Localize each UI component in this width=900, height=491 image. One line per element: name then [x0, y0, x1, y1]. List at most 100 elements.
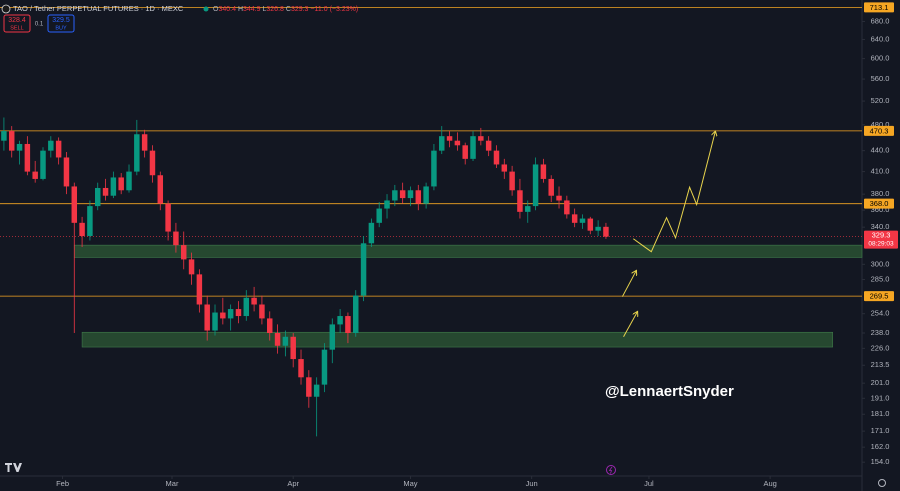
candle-body: [462, 145, 468, 159]
candle-body: [446, 136, 453, 141]
y-tick-label: 340.0: [871, 222, 890, 231]
y-tick-label: 213.5: [871, 360, 890, 369]
ohlc-value: 344.9: [243, 6, 261, 13]
candle-body: [298, 359, 304, 378]
x-tick-label: Feb: [56, 479, 69, 488]
y-tick-label: 480.0: [871, 120, 890, 129]
candle-body: [579, 218, 586, 223]
y-tick-label: 360.0: [871, 205, 890, 214]
candle-body: [313, 384, 320, 397]
candle-body: [454, 140, 461, 146]
candle-body: [71, 186, 78, 223]
candle-body: [220, 312, 226, 319]
buy-button[interactable]: [47, 14, 75, 33]
candle-body: [196, 274, 203, 305]
level-tag-label: 368.0: [870, 199, 889, 208]
candle-body: [267, 318, 273, 334]
candle-body: [392, 190, 398, 201]
candle-body: [118, 177, 124, 191]
level-tag-label: 713.1: [870, 3, 889, 12]
candle-body: [251, 297, 257, 305]
candle-body: [399, 190, 406, 199]
sell-button[interactable]: [3, 14, 31, 33]
candle-body: [290, 336, 296, 360]
y-tick-label: 520.0: [871, 96, 890, 105]
candle-body: [368, 222, 375, 244]
candle-body: [212, 312, 218, 331]
candle-body: [141, 134, 148, 151]
candle-body: [306, 377, 312, 397]
x-tick-label: Apr: [287, 479, 299, 488]
y-tick-label: 300.0: [871, 259, 890, 268]
y-tick-label: 640.0: [871, 34, 890, 43]
tv-logo: [5, 463, 22, 472]
projection-path: [621, 270, 636, 297]
candle-body: [16, 143, 23, 151]
candle-body: [79, 222, 85, 237]
candle-body: [540, 164, 547, 179]
ohlc-change: −11.0: [310, 6, 327, 13]
zone: [81, 331, 833, 348]
candle-body: [94, 187, 101, 207]
ohlc-label: C: [286, 6, 291, 13]
x-tick-label: May: [403, 479, 417, 488]
candle-body: [556, 195, 562, 201]
projection-path: [633, 131, 715, 253]
y-tick-label: 440.0: [871, 146, 890, 155]
y-tick-label: 380.0: [871, 189, 890, 198]
candle-body: [470, 136, 476, 159]
candle-body: [8, 131, 15, 151]
candle-body: [384, 200, 390, 209]
y-tick-label: 238.0: [871, 328, 890, 337]
level-tag: [864, 2, 894, 13]
settings-icon[interactable]: [878, 479, 886, 487]
price-tag-label: 329.3: [872, 231, 891, 240]
candle-body: [485, 140, 492, 151]
sell-price: 328.4: [8, 17, 26, 24]
candle-body: [40, 150, 46, 179]
symbol-title: TAO / Tether PERPETUAL FUTURES · 1D · ME…: [13, 4, 184, 13]
candle-body: [181, 245, 187, 260]
candle-body: [157, 175, 164, 204]
zone: [73, 244, 863, 258]
candle-body: [87, 206, 93, 237]
candle-body: [63, 157, 70, 187]
buy-label: BUY: [55, 25, 67, 31]
y-tick-label: 181.0: [871, 409, 890, 418]
candle-body: [329, 324, 336, 350]
price-countdown: 08:29:03: [868, 240, 894, 247]
y-tick-label: 680.0: [871, 16, 890, 25]
x-tick-label: Jul: [644, 479, 654, 488]
level-tag: [864, 291, 894, 302]
candle-body: [353, 295, 359, 334]
market-status: [203, 6, 209, 12]
price-tag: [864, 230, 898, 249]
candle-body: [376, 208, 382, 223]
candle-body: [102, 187, 109, 196]
candle-body: [55, 140, 62, 158]
y-tick-label: 226.0: [871, 343, 890, 352]
candle-body: [134, 134, 140, 172]
ohlc: O340.4 H344.9 L326.8 C329.3 −11.0 (−3.23…: [213, 6, 358, 13]
level-tag: [864, 125, 894, 136]
projection-path: [623, 311, 638, 338]
y-tick-label: 285.0: [871, 275, 890, 284]
y-tick-label: 162.0: [871, 442, 890, 451]
candle-body: [126, 171, 132, 191]
candle-body: [337, 316, 343, 325]
ohlc-label: O: [213, 6, 219, 13]
y-tick-label: 560.0: [871, 74, 890, 83]
candle-body: [149, 150, 156, 176]
candle-body: [32, 171, 38, 179]
y-tick-label: 171.0: [871, 426, 890, 435]
candle-body: [360, 243, 367, 296]
ohlc-value: 340.4: [218, 6, 236, 13]
level-tag-label: 269.5: [870, 292, 889, 301]
y-tick-label: 154.0: [871, 457, 890, 466]
buy-price: 329.5: [52, 17, 70, 24]
candle-body: [564, 200, 570, 215]
candle-body: [204, 304, 210, 331]
candle-body: [493, 150, 500, 165]
candle-body: [173, 231, 179, 246]
